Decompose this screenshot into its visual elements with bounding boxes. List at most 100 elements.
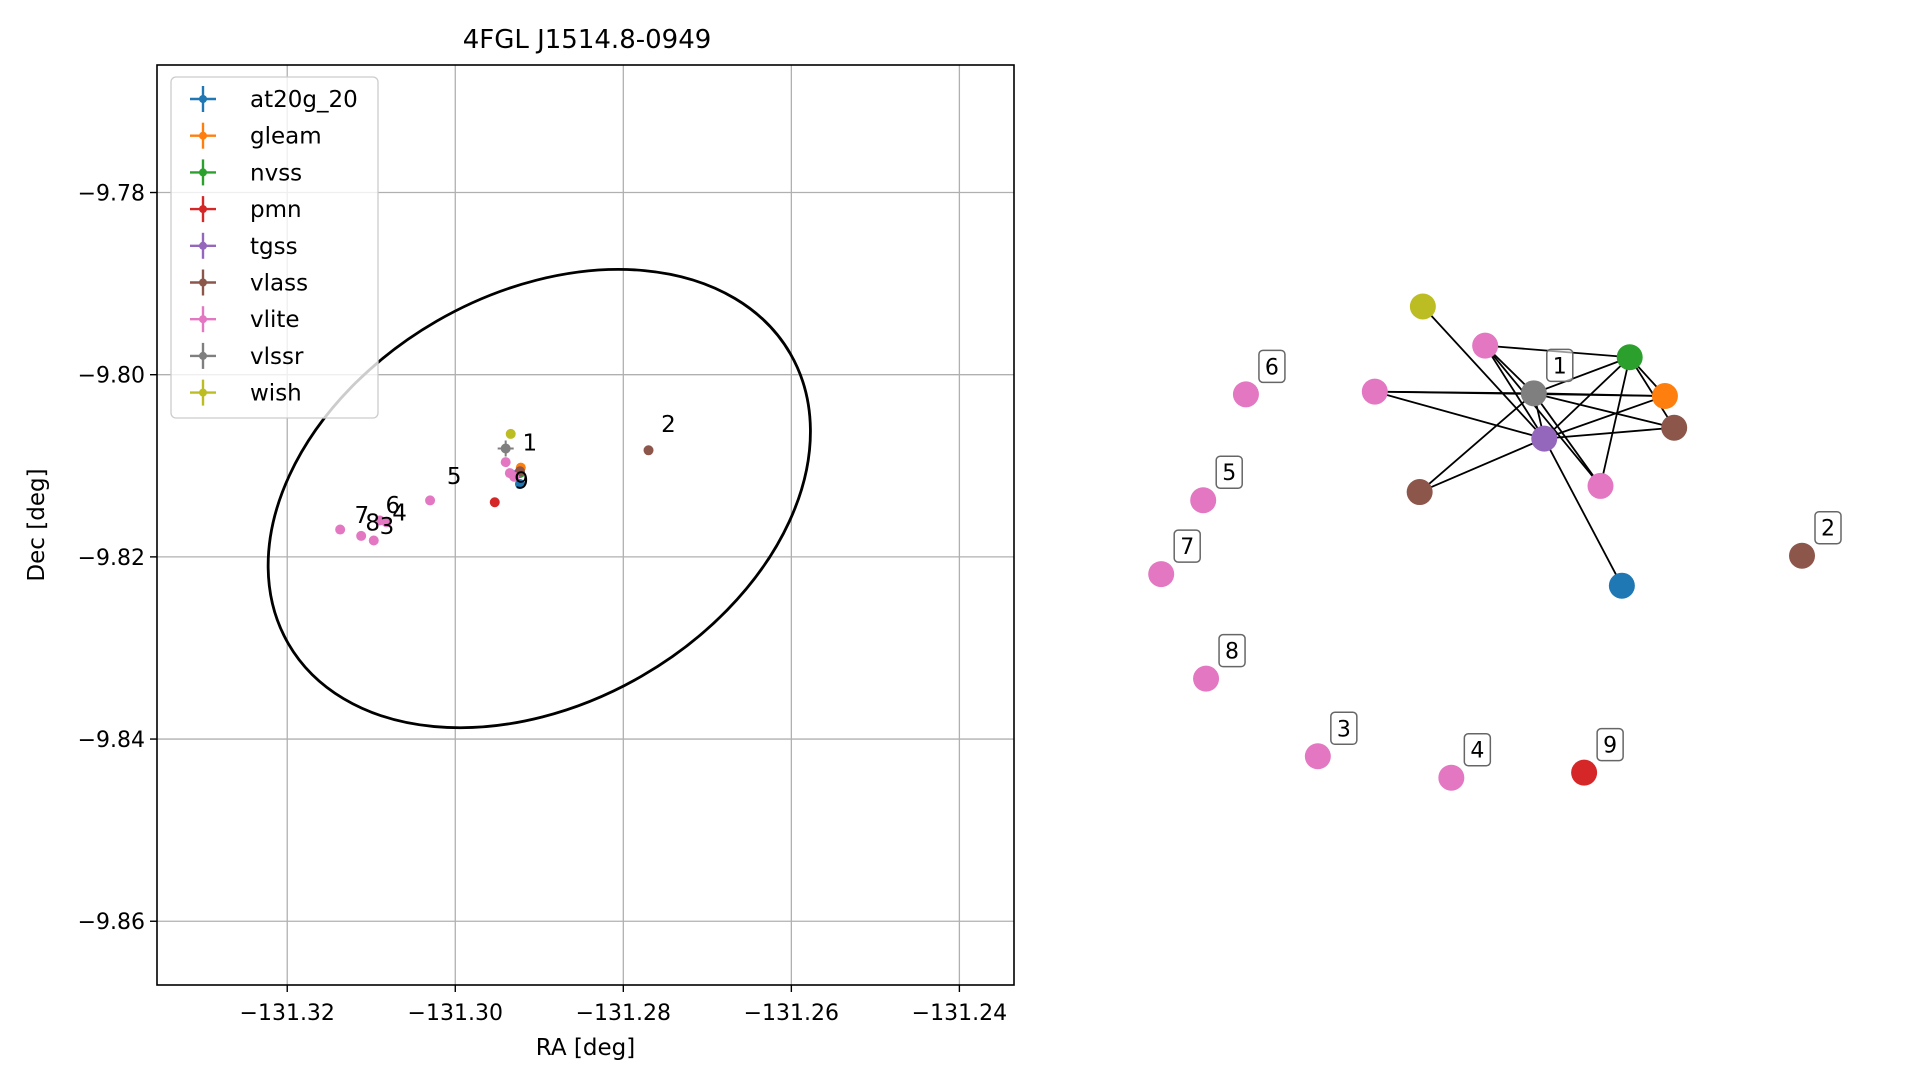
node-label-box <box>1218 633 1246 668</box>
node-label: 6 <box>1265 355 1279 380</box>
x-tick-label: −131.24 <box>912 1001 1007 1026</box>
node-label-box <box>1258 349 1286 384</box>
y-tick-label: −9.84 <box>78 728 145 753</box>
legend-label: wish <box>250 381 302 407</box>
legend-label: gleam <box>250 124 322 150</box>
point-annotation: 1 <box>522 430 537 456</box>
network-labels: 1 2 6 5 7 8 3 4 9 <box>1173 348 1842 767</box>
legend-marker <box>199 241 207 250</box>
node-label-box <box>1330 711 1358 746</box>
data-point-pmn <box>489 497 500 508</box>
node-label-box <box>1215 455 1243 489</box>
legend-label: vlite <box>250 307 300 333</box>
legend-marker <box>199 168 207 177</box>
node-label: 2 <box>1821 517 1835 542</box>
data-point-vlssr <box>500 443 511 454</box>
network-node-nvss <box>1616 344 1643 371</box>
network-edge <box>1543 395 1666 440</box>
data-point-vlite <box>500 457 511 468</box>
network-edge <box>1533 356 1631 395</box>
y-tick-label: −9.78 <box>78 182 145 207</box>
node-label-box <box>1596 727 1624 762</box>
node-label: 8 <box>1225 640 1239 665</box>
axis-ticks: −131.32 −131.30 −131.28 −131.26 −131.24 −9.78… <box>78 182 1008 1026</box>
x-tick-label: −131.26 <box>744 1001 839 1026</box>
network-edge <box>1543 438 1623 587</box>
legend-marker <box>199 278 207 287</box>
network-node-vlite <box>1587 472 1614 499</box>
network-node-vlass <box>1661 414 1688 441</box>
network-node-vlite <box>1190 487 1217 514</box>
network-edge <box>1419 437 1545 493</box>
x-tick-label: −131.28 <box>576 1001 671 1026</box>
legend-label: pmn <box>250 197 302 223</box>
network-node-vlssr <box>1520 380 1547 407</box>
point-annotation: 3 <box>380 514 395 540</box>
point-annotation: 6 <box>386 493 401 519</box>
network-edge <box>1422 305 1545 440</box>
point-annotations: 1 2 34 5 678 9 <box>354 412 675 540</box>
point-annotation: 4 <box>392 500 407 526</box>
legend-marker <box>199 351 207 360</box>
network-edge <box>1543 356 1631 440</box>
legend-label: nvss <box>250 160 302 186</box>
legend-label: tgss <box>250 234 298 260</box>
network-edge <box>1419 392 1535 493</box>
network-edge <box>1533 392 1675 429</box>
data-point-vlass <box>643 445 654 456</box>
network-node-vlass <box>1406 479 1433 506</box>
y-tick-label: −9.80 <box>78 364 145 389</box>
network-node-tgss <box>1531 425 1558 452</box>
network-node-vlite <box>1304 743 1331 770</box>
source-points <box>335 428 654 546</box>
network-node-vlass <box>1789 542 1815 569</box>
network-edge <box>1533 392 1665 397</box>
network-edge <box>1599 357 1631 487</box>
data-point-wish <box>505 428 516 439</box>
y-tick-label: −9.86 <box>78 910 145 935</box>
network-node-pmn <box>1571 759 1598 786</box>
data-point-at20g_20 <box>514 479 525 490</box>
node-label-box <box>1814 510 1842 545</box>
data-point-vlite <box>335 524 346 535</box>
node-label-box <box>1173 529 1201 563</box>
legend-label: vlass <box>250 271 308 297</box>
network-edge <box>1484 345 1602 487</box>
network-edge <box>1628 356 1675 429</box>
network-node-vlite <box>1193 665 1220 692</box>
legend-label: vlssr <box>250 344 304 370</box>
network-nodes <box>1148 293 1815 791</box>
node-label: 4 <box>1470 739 1484 764</box>
x-axis-label: RA [deg] <box>536 1035 635 1061</box>
data-point-vlite <box>374 515 385 526</box>
network-node-vlite <box>1148 561 1175 588</box>
axes-frame <box>156 64 1015 986</box>
network-edge <box>1533 392 1602 487</box>
x-tick-label: −131.30 <box>408 1001 503 1026</box>
chart-title: 4FGL J1514.8-0949 <box>463 25 712 55</box>
point-annotation: 5 <box>447 464 462 490</box>
legend-marker <box>199 205 207 214</box>
legend-marker <box>199 131 207 140</box>
network-node-vlite <box>1472 332 1499 359</box>
network-edge <box>1374 390 1545 440</box>
point-annotation: 2 <box>661 412 676 438</box>
legend-marker <box>199 388 207 397</box>
error-ellipse <box>266 268 812 730</box>
x-tick-label: −131.32 <box>240 1001 335 1026</box>
localization-ellipse <box>266 268 812 730</box>
network-edge <box>1544 426 1675 440</box>
data-point-vlite <box>504 468 515 479</box>
point-annotation: 8 <box>365 510 380 536</box>
network-node-vlite <box>1232 381 1259 408</box>
node-label: 1 <box>1553 354 1567 379</box>
network-node-vlite <box>1361 378 1388 405</box>
data-point-vlite <box>425 495 436 506</box>
network-edge <box>1484 345 1546 440</box>
network-node-vlite <box>1438 764 1465 791</box>
y-tick-label: −9.82 <box>78 546 145 571</box>
node-label-box <box>1546 348 1574 383</box>
point-annotation: 7 <box>354 503 369 529</box>
